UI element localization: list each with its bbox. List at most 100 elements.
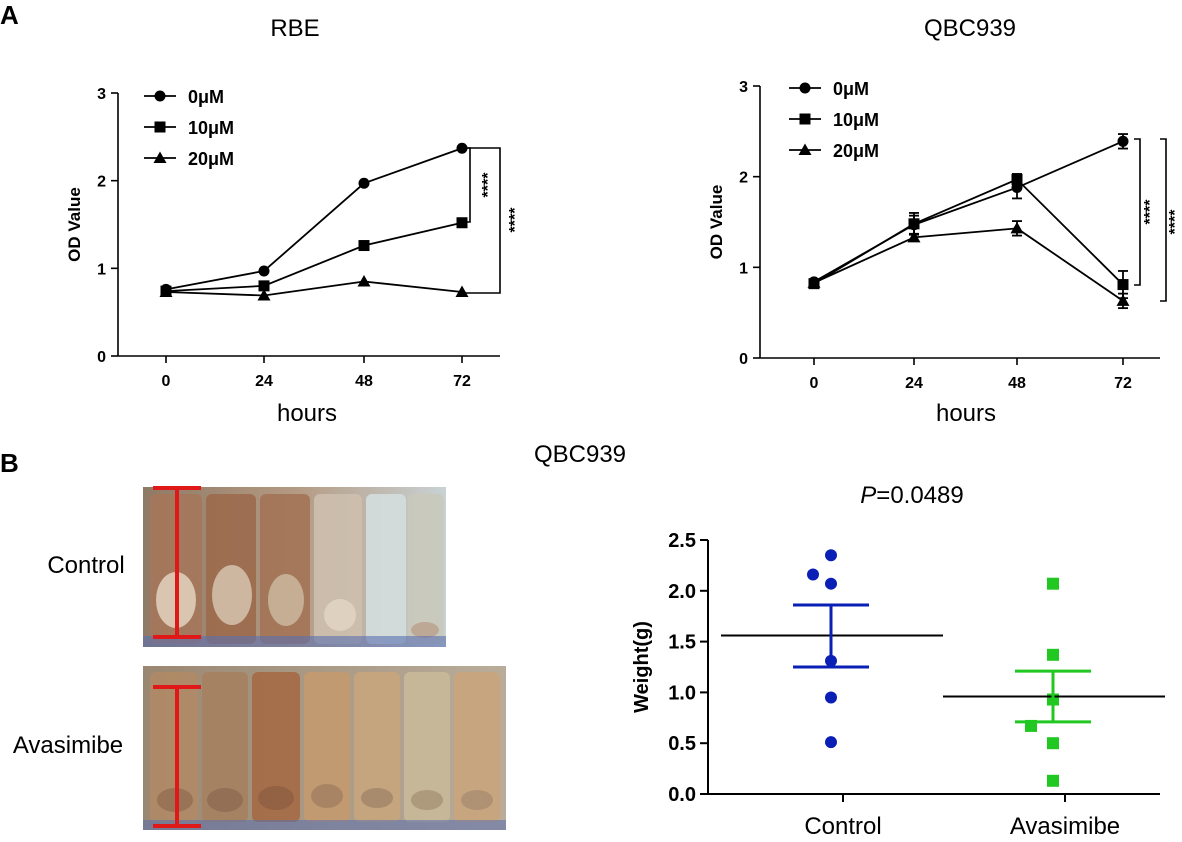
series-line xyxy=(165,280,463,297)
scatter-chart: P=0.0489 0.0 0.5 1.0 1.5 2.0 2.5 Weight(g) Contr… xyxy=(631,482,1165,840)
data-point xyxy=(358,240,370,252)
line-chart-1: RBE 0 1 2 3 0 24 48 72 hours OD Value 0μM 10μM 20μM **… xyxy=(65,15,524,427)
control-photo-label: Control xyxy=(47,552,124,579)
control-height-bar xyxy=(153,486,201,639)
legend-marker xyxy=(799,82,811,94)
y-tick-label: 3 xyxy=(739,79,748,96)
x-tick-label: 72 xyxy=(1114,375,1132,392)
title-italic-p: P xyxy=(860,482,876,509)
data-point xyxy=(159,285,173,298)
data-point xyxy=(908,218,920,230)
data-point xyxy=(1117,279,1129,291)
data-point xyxy=(1116,294,1130,306)
data-point xyxy=(455,285,469,298)
legend-label: 10μM xyxy=(188,118,234,138)
data-point xyxy=(825,691,837,704)
series-line xyxy=(813,227,1124,302)
significance-stars: **** xyxy=(1142,199,1159,225)
x-tick-label: 48 xyxy=(355,373,373,390)
y-tick-label: 1.0 xyxy=(668,682,696,704)
y-tick-label: 0 xyxy=(97,349,106,366)
legend-marker xyxy=(798,143,812,155)
data-point xyxy=(258,265,270,277)
significance-bracket xyxy=(1134,138,1141,286)
y-tick-label: 1.5 xyxy=(668,632,696,654)
chart-title: P=0.0489 xyxy=(860,482,963,509)
y-tick-label: 1 xyxy=(97,261,106,278)
avasimibe-height-bar xyxy=(153,685,201,828)
data-point xyxy=(257,289,271,301)
legend-marker xyxy=(153,151,167,163)
data-point xyxy=(358,177,370,189)
legend-label: 0μM xyxy=(833,79,869,99)
panel-b-label: B xyxy=(0,448,19,478)
legend-marker xyxy=(799,113,811,125)
series-line xyxy=(165,221,463,293)
significance-bracket xyxy=(462,147,471,223)
data-point xyxy=(1047,648,1059,661)
legend-marker xyxy=(154,121,166,133)
y-tick-label: 1 xyxy=(739,260,748,277)
data-point xyxy=(1011,173,1023,185)
y-axis-label: Weight(g) xyxy=(631,621,653,713)
control-tube-photo xyxy=(143,487,446,647)
title-value: =0.0489 xyxy=(876,482,963,509)
data-point xyxy=(1047,577,1059,590)
y-tick-label: 2 xyxy=(739,170,748,187)
series-square xyxy=(160,217,468,297)
y-tick-label: 0.0 xyxy=(668,784,696,806)
x-tick-label: 0 xyxy=(810,375,819,392)
y-tick-label: 3 xyxy=(97,86,106,103)
data-point xyxy=(258,280,270,292)
avasimibe-photo-label: Avasimibe xyxy=(13,732,123,759)
y-tick-label: 0 xyxy=(739,351,748,368)
line-chart-2: QBC939 0 1 2 3 0 24 48 72 hours OD Value 0μM 10μM 20μ… xyxy=(707,15,1182,427)
x-axis-label: hours xyxy=(936,400,996,427)
legend-label: 0μM xyxy=(188,87,224,107)
data-point xyxy=(1117,135,1129,147)
data-point xyxy=(1010,221,1024,234)
y-tick-label: 0.5 xyxy=(668,733,696,755)
avasimibe-tube-photo xyxy=(143,666,506,830)
significance-stars: **** xyxy=(480,172,497,198)
y-tick-label: 2.5 xyxy=(668,530,696,552)
significance-bracket xyxy=(1160,138,1167,302)
x-tick-label: 24 xyxy=(255,373,273,390)
legend-label: 20μM xyxy=(188,149,234,169)
significance-stars: **** xyxy=(1167,209,1182,235)
x-axis-label: hours xyxy=(277,400,337,427)
y-axis-label: OD Value xyxy=(65,187,84,262)
series-control xyxy=(721,549,943,749)
significance-stars: **** xyxy=(507,207,524,233)
data-point xyxy=(825,549,837,562)
series-square xyxy=(808,173,1129,300)
category-label: Control xyxy=(804,813,881,840)
series-line xyxy=(165,147,463,291)
data-point xyxy=(825,736,837,749)
legend-label: 20μM xyxy=(833,141,879,161)
data-point xyxy=(807,568,819,581)
series-triangle xyxy=(807,220,1130,310)
legend-label: 10μM xyxy=(833,110,879,130)
panel-b-title: QBC939 xyxy=(534,441,626,468)
data-point xyxy=(1047,737,1059,750)
y-tick-label: 2 xyxy=(97,174,106,191)
x-tick-label: 0 xyxy=(162,373,171,390)
data-point xyxy=(807,276,821,288)
series-triangle xyxy=(159,274,469,301)
category-label: Avasimibe xyxy=(1010,813,1120,840)
data-point xyxy=(907,230,921,243)
x-tick-label: 48 xyxy=(1008,375,1026,392)
legend-marker xyxy=(154,90,166,102)
chart-title: QBC939 xyxy=(924,15,1016,42)
x-tick-label: 24 xyxy=(905,375,923,392)
data-point xyxy=(357,274,371,287)
y-axis-label: OD Value xyxy=(707,185,726,260)
series-avasimibe xyxy=(943,577,1165,787)
y-tick-label: 2.0 xyxy=(668,581,696,603)
data-point xyxy=(1047,774,1059,787)
x-tick-label: 72 xyxy=(453,373,471,390)
chart-title: RBE xyxy=(270,15,319,42)
